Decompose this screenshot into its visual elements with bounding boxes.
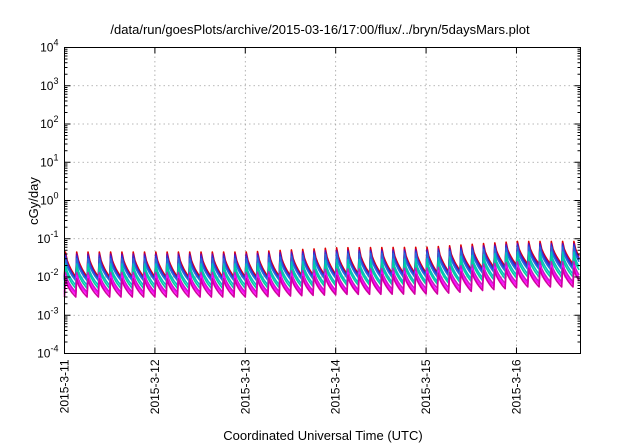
x-tick-label: 2015-3-12 — [148, 359, 162, 414]
y-tick-label: 103 — [40, 76, 58, 93]
series-lines — [63, 240, 580, 298]
series-line — [63, 264, 580, 296]
y-tick-labels: 104 103 102 101 100 10-1 10-2 10-3 10-4 — [37, 38, 58, 361]
x-tick-label: 2015-3-14 — [329, 359, 343, 414]
series-line — [63, 255, 580, 290]
series-line — [63, 246, 580, 282]
chart-title: /data/run/goesPlots/archive/2015-03-16/1… — [110, 22, 530, 37]
x-tick-label: 2015-3-13 — [238, 359, 252, 414]
x-tick-label: 2015-3-15 — [419, 359, 433, 414]
y-tick-label: 10-1 — [37, 229, 58, 246]
x-tick-labels: 2015-3-11 2015-3-12 2015-3-13 2015-3-14 2015… — [58, 359, 524, 414]
y-tick-label: 10-3 — [37, 305, 58, 322]
x-axis-label: Coordinated Universal Time (UTC) — [223, 428, 422, 443]
y-axis-label: cGy/day — [26, 177, 41, 225]
x-tick-label: 2015-3-11 — [58, 359, 72, 413]
y-tick-label: 10-2 — [37, 267, 58, 284]
x-tick-label: 2015-3-16 — [509, 359, 523, 414]
axis-ticks — [64, 47, 581, 354]
y-tick-label: 10-4 — [37, 344, 58, 361]
y-tick-label: 102 — [40, 114, 58, 131]
grid — [64, 47, 581, 354]
series-line — [63, 251, 580, 287]
y-tick-label: 100 — [40, 191, 58, 208]
series-line — [63, 261, 580, 293]
y-tick-label: 101 — [40, 152, 58, 169]
series-line — [63, 267, 580, 298]
y-tick-label: 104 — [40, 38, 58, 55]
